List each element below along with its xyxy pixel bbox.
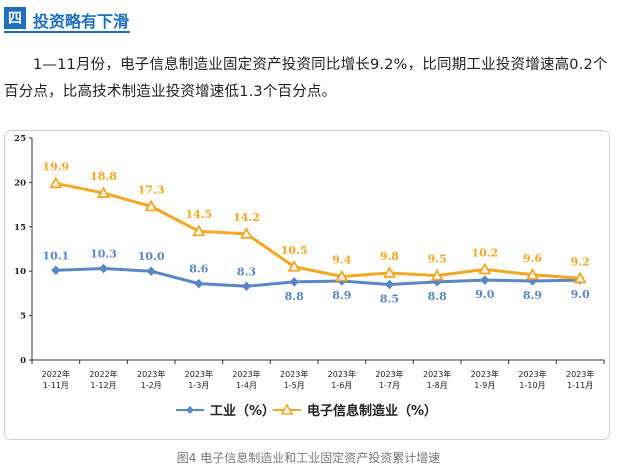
data-label-electronics: 9.8 bbox=[380, 250, 399, 263]
data-label-electronics: 9.6 bbox=[523, 252, 542, 265]
x-tick-label-year: 2023年 bbox=[137, 369, 165, 379]
data-point-industry bbox=[98, 263, 109, 274]
x-tick-label-period: 1-4月 bbox=[236, 381, 257, 390]
x-tick-label-year: 2023年 bbox=[328, 369, 356, 379]
x-tick-label-period: 1-11月 bbox=[567, 381, 593, 390]
data-label-electronics: 18.8 bbox=[90, 170, 117, 183]
x-tick-label-period: 1-11月 bbox=[43, 381, 69, 390]
data-label-industry: 9.0 bbox=[475, 288, 494, 301]
data-point-industry bbox=[51, 265, 61, 276]
figure-caption: 图4 电子信息制造业和工业固定资产投资累计增速 bbox=[176, 451, 441, 465]
x-tick-label-year: 2023年 bbox=[375, 369, 403, 379]
data-label-industry: 10.1 bbox=[42, 249, 69, 262]
series-line-electronics bbox=[55, 181, 581, 280]
data-point-electronics bbox=[573, 271, 587, 284]
body-paragraph: 1—11月份，电子信息制造业固定资产投资同比增长9.2%，比同期工业投资增速高0… bbox=[4, 57, 608, 100]
data-label-electronics: 14.5 bbox=[185, 208, 212, 221]
data-point-electronics bbox=[96, 186, 111, 198]
y-tick-label: 0 bbox=[20, 356, 26, 366]
data-label-industry: 8.5 bbox=[380, 293, 399, 306]
data-point-electronics bbox=[478, 262, 492, 275]
y-tick-label: 15 bbox=[14, 223, 26, 233]
data-label-electronics: 19.9 bbox=[42, 160, 69, 173]
legend-label-electronics: 电子信息制造业（%） bbox=[307, 403, 437, 419]
data-label-industry: 8.6 bbox=[189, 263, 208, 276]
section-header: 四 投资略有下滑 bbox=[0, 4, 617, 34]
data-label-industry: 9.0 bbox=[571, 288, 590, 301]
data-point-electronics bbox=[430, 268, 444, 281]
x-tick-label-year: 2022年 bbox=[89, 369, 117, 379]
x-tick-label-year: 2023年 bbox=[471, 369, 499, 379]
x-tick-label-period: 1-9月 bbox=[474, 381, 495, 390]
x-tick-label-year: 2023年 bbox=[232, 369, 260, 379]
x-tick-label-period: 1-12月 bbox=[90, 381, 116, 390]
data-label-industry: 10.0 bbox=[138, 250, 165, 263]
data-point-industry bbox=[289, 277, 299, 287]
line-chart: 0 5 10 15 20 25 2022年 1-11月 2022年 1-12月 2023年 1-2月 2… bbox=[14, 134, 605, 419]
data-point-electronics bbox=[335, 269, 349, 282]
x-tick-label-year: 2023年 bbox=[185, 369, 213, 379]
legend-marker-electronics bbox=[280, 403, 294, 415]
legend-label-industry: 工业（%） bbox=[210, 403, 275, 419]
data-point-industry bbox=[194, 278, 204, 289]
y-tick-label: 5 bbox=[20, 312, 26, 322]
data-label-electronics: 10.5 bbox=[281, 244, 308, 257]
data-label-industry: 8.9 bbox=[332, 289, 351, 302]
data-label-industry: 10.3 bbox=[90, 248, 117, 261]
data-point-electronics bbox=[49, 176, 63, 189]
data-label-electronics: 10.2 bbox=[471, 246, 498, 259]
y-tick-label: 10 bbox=[14, 267, 26, 277]
data-point-industry bbox=[241, 281, 252, 292]
data-label-industry: 8.9 bbox=[523, 289, 542, 302]
data-point-industry bbox=[480, 275, 490, 285]
data-point-electronics bbox=[525, 267, 540, 280]
x-tick-label-year: 2022年 bbox=[42, 369, 70, 379]
x-tick-label-period: 1-8月 bbox=[427, 381, 448, 390]
data-label-industry: 8.8 bbox=[428, 290, 447, 303]
data-label-electronics: 17.3 bbox=[138, 183, 165, 196]
data-label-electronics: 14.2 bbox=[233, 211, 260, 224]
x-tick-label-year: 2023年 bbox=[566, 369, 594, 379]
x-tick-label-period: 1-7月 bbox=[379, 381, 400, 390]
chart-frame bbox=[4, 130, 610, 440]
x-tick-label-period: 1-5月 bbox=[284, 381, 305, 390]
x-tick-label-period: 1-3月 bbox=[188, 381, 209, 390]
data-point-industry bbox=[384, 279, 395, 290]
section-number-badge: 四 bbox=[4, 7, 26, 29]
y-tick-label: 20 bbox=[14, 178, 26, 188]
data-point-electronics bbox=[192, 224, 206, 237]
data-label-electronics: 9.2 bbox=[571, 255, 590, 268]
series-line-industry bbox=[55, 267, 581, 288]
x-tick-label-period: 1-10月 bbox=[519, 381, 545, 390]
data-point-industry bbox=[146, 266, 156, 276]
data-point-electronics bbox=[239, 227, 254, 239]
section-underline bbox=[4, 31, 130, 33]
x-tick-label-year: 2023年 bbox=[423, 369, 451, 379]
x-tick-label-year: 2023年 bbox=[280, 369, 308, 379]
data-label-electronics: 9.5 bbox=[428, 253, 447, 266]
y-tick-label: 25 bbox=[14, 134, 26, 144]
x-tick-label-period: 1-2月 bbox=[141, 381, 162, 390]
section-title: 投资略有下滑 bbox=[33, 12, 130, 31]
data-point-electronics bbox=[287, 259, 301, 272]
data-point-electronics bbox=[144, 199, 158, 212]
data-point-electronics bbox=[382, 266, 397, 278]
data-label-electronics: 9.4 bbox=[332, 254, 351, 267]
data-label-industry: 8.8 bbox=[285, 290, 304, 303]
x-tick-label-year: 2023年 bbox=[518, 369, 546, 379]
data-label-industry: 8.3 bbox=[237, 265, 256, 278]
x-tick-label-period: 1-6月 bbox=[331, 381, 352, 390]
legend-marker-industry bbox=[186, 406, 194, 414]
